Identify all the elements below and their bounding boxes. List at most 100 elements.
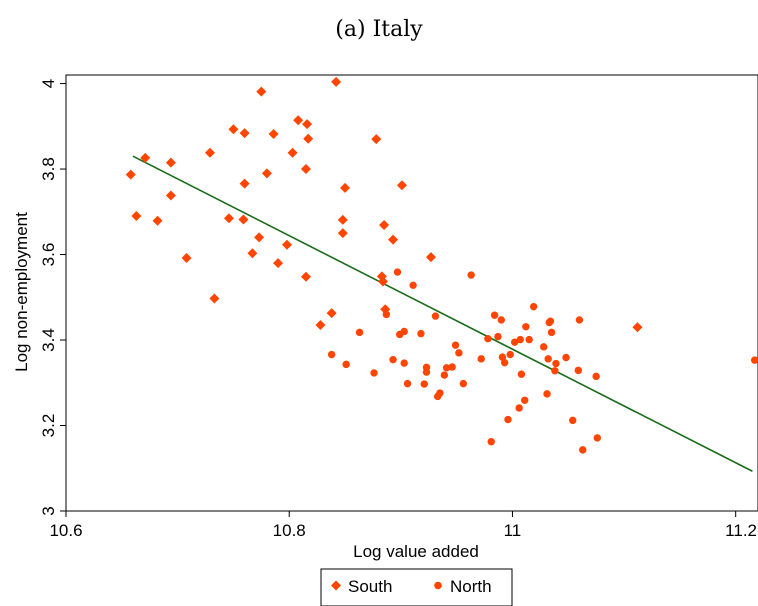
- south-point: [340, 182, 351, 193]
- north-point: [400, 327, 408, 336]
- south-point: [131, 211, 142, 222]
- south-point: [303, 133, 314, 144]
- x-tick-label: 11.2: [725, 521, 757, 540]
- north-point: [422, 368, 431, 376]
- north-point: [546, 317, 555, 325]
- north-point: [569, 416, 577, 425]
- south-point: [223, 213, 234, 224]
- north-point: [403, 379, 412, 388]
- north-point: [442, 364, 451, 372]
- north-point: [382, 310, 391, 319]
- north-point: [327, 350, 336, 359]
- north-point: [355, 328, 364, 337]
- south-point: [300, 164, 311, 175]
- north-point: [506, 350, 514, 359]
- legend-diamond-marker: [331, 580, 341, 591]
- north-point: [400, 359, 408, 367]
- south-point: [273, 258, 284, 269]
- plot-area-frame: [65, 74, 758, 512]
- south-point: [326, 308, 337, 319]
- south-point: [256, 86, 267, 97]
- y-axis: 3 3.2 3.4 3.6 3.8 4: [39, 79, 66, 516]
- south-point: [425, 252, 436, 263]
- y-tick-label: 3.6: [39, 243, 58, 267]
- south-point: [379, 220, 390, 231]
- south-point: [337, 214, 348, 225]
- south-point: [239, 128, 250, 139]
- north-point: [522, 323, 530, 331]
- south-point: [239, 178, 250, 189]
- north-point: [431, 312, 440, 320]
- south-point: [140, 152, 151, 163]
- south-point: [293, 115, 304, 126]
- legend: South North: [320, 568, 513, 606]
- north-point: [477, 355, 485, 363]
- south-point: [181, 252, 192, 263]
- legend-circle-marker: [434, 581, 442, 590]
- north-point: [579, 446, 587, 454]
- fit-line: [132, 155, 753, 472]
- data-points: [125, 76, 758, 454]
- north-point: [575, 316, 584, 324]
- north-point: [393, 268, 402, 276]
- x-axis-label: Log value added: [353, 542, 479, 561]
- south-point: [388, 234, 399, 245]
- south-point: [371, 134, 382, 145]
- legend-label-north: North: [450, 577, 492, 596]
- north-point: [593, 434, 601, 442]
- y-axis-label: Log non-employment: [12, 212, 31, 372]
- north-point: [750, 356, 758, 364]
- north-point: [552, 359, 560, 368]
- north-point: [510, 338, 519, 346]
- north-point: [500, 358, 509, 367]
- south-point: [238, 214, 249, 225]
- south-point: [228, 124, 239, 135]
- north-point: [551, 367, 559, 375]
- south-point: [209, 293, 220, 304]
- north-point: [544, 355, 552, 363]
- north-point: [370, 369, 378, 377]
- south-point: [165, 157, 176, 168]
- legend-box: [320, 568, 513, 606]
- south-point: [337, 228, 348, 239]
- north-point: [436, 389, 444, 397]
- north-point: [467, 271, 475, 279]
- south-point: [125, 169, 136, 180]
- north-point: [543, 390, 551, 398]
- south-point: [396, 180, 407, 191]
- north-point: [484, 335, 492, 343]
- north-point: [420, 380, 428, 388]
- south-point: [315, 320, 326, 331]
- north-point: [562, 353, 570, 362]
- north-point: [389, 355, 397, 364]
- south-point: [302, 119, 313, 130]
- north-point: [498, 353, 507, 361]
- north-point: [490, 311, 499, 319]
- north-point: [504, 415, 512, 424]
- north-point: [521, 396, 529, 404]
- x-tick-label: 10.8: [273, 521, 306, 540]
- y-tick-label: 3: [39, 506, 58, 515]
- south-point: [261, 168, 272, 179]
- south-point: [268, 128, 279, 139]
- south-point: [281, 239, 292, 250]
- south-point: [165, 190, 176, 201]
- north-point: [515, 404, 523, 412]
- y-tick-label: 4: [39, 79, 58, 88]
- north-point: [409, 281, 417, 290]
- north-point: [574, 366, 583, 375]
- y-tick-label: 3.2: [39, 414, 58, 438]
- north-point: [529, 302, 538, 311]
- north-point: [547, 328, 556, 337]
- north-point: [455, 349, 463, 357]
- north-point: [448, 363, 456, 371]
- south-point: [300, 271, 311, 282]
- north-point: [440, 371, 449, 379]
- north-point: [451, 341, 460, 349]
- south-point: [632, 322, 643, 333]
- north-point: [494, 332, 502, 341]
- north-point: [342, 360, 350, 369]
- north-point: [497, 316, 505, 324]
- chart-title: (a) Italy: [335, 17, 423, 42]
